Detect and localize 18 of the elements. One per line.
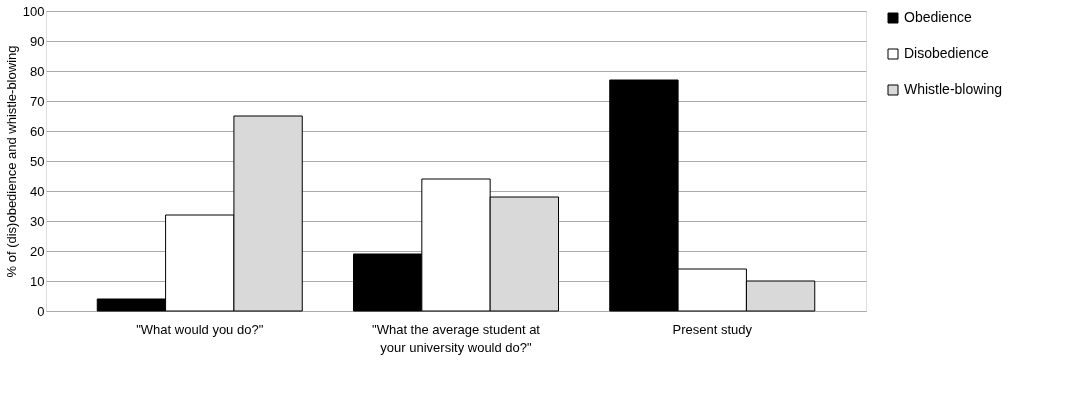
y-tick-label: 100 [22,3,45,19]
y-tick-label: 70 [30,93,45,109]
y-tick-label: 0 [37,303,45,319]
y-tick-label: 90 [30,33,45,49]
x-tick-label: "What would you do?" [136,321,264,337]
y-tick-label: 10 [30,273,45,289]
legend-label: Disobedience [904,45,990,61]
y-tick-label: 60 [30,123,45,139]
y-axis-title: % of (dis)obedience and whistle-blowing [3,45,19,278]
y-tick-label: 30 [30,213,45,229]
legend-label: Whistle-blowing [904,81,1003,97]
y-tick-label: 40 [30,183,45,199]
x-tick-label: Present study [672,321,753,337]
y-tick-label: 80 [30,63,45,79]
legend-label: Obedience [904,9,972,25]
y-tick-label: 20 [30,243,45,259]
y-tick-label: 50 [30,153,45,169]
x-tick-label: "What the average student at your university would do?" [372,321,541,355]
